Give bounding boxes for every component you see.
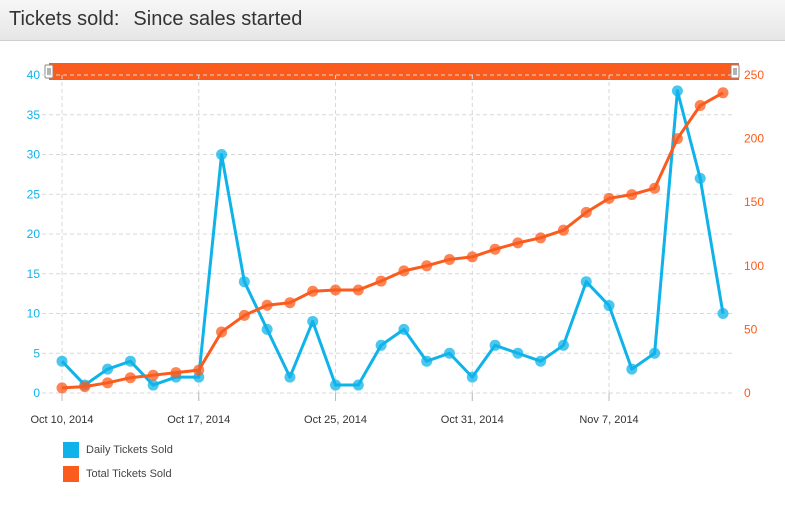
chart-header: Tickets sold: Since sales started (0, 0, 785, 41)
daily-tickets-point[interactable] (717, 308, 729, 319)
total-tickets-point[interactable] (284, 297, 296, 309)
total-tickets-point[interactable] (193, 364, 205, 376)
daily-tickets-point[interactable] (307, 315, 319, 327)
daily-tickets-point[interactable] (375, 339, 387, 351)
legend-item-total[interactable]: Total Tickets Sold (63, 466, 173, 482)
daily-tickets-point[interactable] (466, 371, 478, 383)
y-left-tick-label: 10 (27, 307, 41, 321)
total-tickets-point[interactable] (330, 284, 342, 296)
daily-tickets-point[interactable] (557, 339, 569, 351)
daily-tickets-point[interactable] (603, 300, 615, 312)
range-selector-bar (49, 63, 739, 80)
total-tickets-point[interactable] (352, 284, 364, 296)
legend-label-total: Total Tickets Sold (86, 468, 172, 480)
total-tickets-point[interactable] (124, 372, 136, 384)
total-tickets-point[interactable] (626, 189, 638, 201)
daily-tickets-point[interactable] (421, 355, 433, 367)
legend-item-daily[interactable]: Daily Tickets Sold (63, 442, 173, 458)
total-tickets-point[interactable] (443, 253, 455, 265)
daily-tickets-point[interactable] (489, 339, 501, 351)
total-tickets-point[interactable] (79, 381, 91, 393)
range-handle-left[interactable] (44, 64, 54, 79)
y-left-tick-label: 0 (33, 386, 40, 400)
line-chart: 0 5 10 15 20 25 30 35 40 0 50 100 150 200 250 Oct 10, 2… (27, 63, 764, 426)
total-tickets-point[interactable] (238, 309, 250, 321)
total-tickets-point[interactable] (512, 237, 524, 249)
total-tickets-point[interactable] (717, 87, 729, 99)
chart-title: Tickets sold: (9, 8, 120, 30)
x-tick-label: Oct 10, 2014 (31, 414, 94, 426)
total-tickets-point[interactable] (580, 206, 592, 218)
total-tickets-point[interactable] (102, 377, 114, 389)
daily-tickets-point[interactable] (649, 347, 661, 359)
daily-tickets-point[interactable] (147, 379, 159, 391)
total-tickets-point[interactable] (421, 260, 433, 272)
total-tickets-point[interactable] (489, 243, 501, 255)
daily-tickets-line (60, 89, 725, 387)
total-tickets-point[interactable] (147, 369, 159, 381)
daily-tickets-point[interactable] (512, 347, 524, 359)
daily-tickets-point[interactable] (284, 371, 296, 383)
daily-tickets-point[interactable] (626, 363, 638, 375)
daily-tickets-point[interactable] (671, 85, 683, 97)
y-right-tick-label: 200 (744, 132, 764, 146)
daily-tickets-point[interactable] (216, 149, 228, 160)
daily-tickets-point[interactable] (56, 355, 68, 367)
daily-tickets-point[interactable] (238, 276, 250, 288)
daily-tickets-point[interactable] (443, 347, 455, 359)
total-tickets-point[interactable] (535, 232, 547, 244)
chart-subtitle: Since sales started (133, 8, 303, 30)
y-left-tick-label: 25 (27, 187, 41, 201)
total-tickets-point[interactable] (603, 192, 615, 204)
daily-tickets-point[interactable] (694, 172, 706, 184)
y-right-tick-label: 100 (744, 259, 764, 273)
total-tickets-point[interactable] (398, 265, 410, 277)
legend-label-daily: Daily Tickets Sold (86, 444, 173, 456)
total-tickets-point[interactable] (466, 251, 478, 263)
y-left-tick-label: 30 (27, 148, 41, 162)
total-tickets-point[interactable] (557, 224, 569, 236)
legend-swatch-daily (63, 442, 79, 458)
daily-tickets-point[interactable] (261, 323, 273, 335)
range-handle-right[interactable] (730, 64, 740, 79)
y-right-tick-label: 150 (744, 195, 764, 209)
total-tickets-point[interactable] (170, 367, 182, 379)
chart-title-bar: Tickets sold: Since sales started (9, 8, 316, 31)
daily-tickets-point[interactable] (535, 355, 547, 367)
y-right-tick-label: 250 (744, 68, 764, 82)
y-left-tick-label: 5 (33, 346, 40, 360)
total-tickets-point[interactable] (671, 133, 683, 145)
x-tick-label: Oct 17, 2014 (167, 414, 230, 426)
y-right-tick-label: 50 (744, 322, 758, 336)
x-tick-label: Oct 25, 2014 (304, 414, 367, 426)
total-tickets-point[interactable] (56, 382, 68, 394)
daily-tickets-point[interactable] (398, 323, 410, 335)
y-left-tick-label: 40 (27, 68, 41, 82)
total-tickets-point[interactable] (694, 100, 706, 112)
total-tickets-point[interactable] (261, 299, 273, 311)
total-tickets-point[interactable] (375, 275, 387, 287)
daily-tickets-point[interactable] (124, 355, 136, 367)
y-left-tick-label: 15 (27, 267, 41, 281)
x-tick-label: Oct 31, 2014 (441, 414, 504, 426)
y-left-tick-label: 35 (27, 108, 41, 122)
total-tickets-point[interactable] (216, 326, 228, 338)
daily-tickets-point[interactable] (580, 276, 592, 288)
y-right-tick-label: 0 (744, 386, 751, 400)
legend-swatch-total (63, 466, 79, 482)
total-tickets-point[interactable] (649, 182, 661, 194)
daily-tickets-point[interactable] (330, 379, 342, 391)
total-tickets-point[interactable] (307, 285, 319, 297)
daily-tickets-point[interactable] (102, 363, 114, 375)
legend: Daily Tickets Sold Total Tickets Sold (63, 442, 173, 490)
daily-tickets-point[interactable] (352, 379, 364, 391)
x-tick-label: Nov 7, 2014 (579, 414, 638, 426)
y-left-tick-label: 20 (27, 227, 41, 241)
